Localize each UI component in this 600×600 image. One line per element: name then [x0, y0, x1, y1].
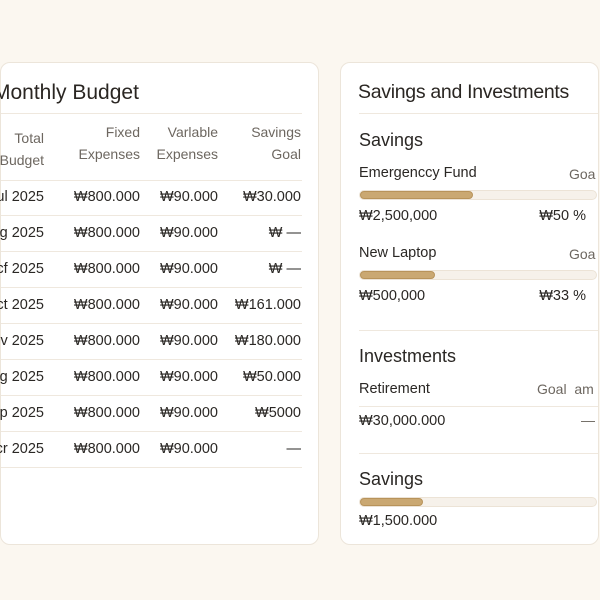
table-cell: cr 2025 — [0, 441, 44, 457]
column-header-line: Total — [14, 130, 44, 146]
investments-heading: Investments — [359, 346, 457, 366]
divider — [1, 215, 302, 216]
table-cell: cf 2025 — [0, 261, 44, 277]
table-cell: ul 2025 — [0, 189, 44, 205]
table-cell: ₩800.000 — [73, 441, 140, 457]
column-header-line: Varlable — [167, 124, 218, 140]
goal-label: Goa — [569, 166, 596, 182]
investment-name: Retirement — [359, 381, 430, 397]
column-header[interactable]: Fixed Expenses — [79, 121, 140, 165]
progress-fill — [360, 271, 435, 279]
table-cell: ₩90.000 — [159, 189, 218, 205]
saving-amount: ₩500,000 — [359, 288, 426, 304]
table-cell: ₩90.000 — [159, 297, 218, 313]
table-row[interactable]: g 2025 ₩800.000 ₩90.000 ₩ — — [0, 216, 318, 252]
progress-fill — [360, 498, 424, 506]
table-cell: ₩50.000 — [242, 369, 301, 385]
table-cell: ₩800.000 — [73, 405, 140, 421]
divider — [1, 395, 302, 396]
progress-bar — [359, 270, 597, 280]
table-cell: v 2025 — [0, 333, 44, 349]
savings-heading: Savings — [359, 469, 424, 489]
table-cell: ₩30.000 — [242, 189, 301, 205]
table-cell: p 2025 — [0, 405, 44, 421]
table-cell: ₩800.000 — [73, 297, 140, 313]
table-row[interactable]: ul 2025 ₩800.000 ₩90.000 ₩30.000 — [0, 180, 318, 216]
column-header-line: Budget — [0, 152, 44, 168]
table-cell: ₩90.000 — [159, 261, 218, 277]
table-cell: ₩800.000 — [73, 261, 140, 277]
table-cell: ₩161.000 — [234, 297, 301, 313]
progress-bar — [359, 497, 597, 507]
column-header[interactable]: Total Budget — [0, 127, 44, 171]
column-header-line: Goal — [271, 146, 301, 162]
divider — [1, 359, 302, 360]
column-header[interactable]: Varlable Expenses — [157, 121, 218, 165]
saving-percent: ₩50 % — [539, 208, 586, 224]
savings-amount: ₩1,500.000 — [359, 513, 438, 529]
table-cell: ₩90.000 — [159, 441, 218, 457]
saving-percent: ₩33 % — [539, 288, 586, 304]
table-cell: ₩800.000 — [73, 369, 140, 385]
progress-fill — [360, 191, 473, 199]
monthly-budget-card: Monthly Budget Total Budget Fixed Expenses V… — [0, 62, 319, 545]
divider — [359, 113, 598, 114]
divider — [1, 180, 302, 181]
saving-name: Emergenccy Fund — [359, 165, 477, 181]
column-header-line: Savings — [251, 124, 301, 140]
table-cell: ₩800.000 — [73, 189, 140, 205]
table-row[interactable]: cf 2025 ₩800.000 ₩90.000 ₩ — — [0, 252, 318, 288]
divider — [1, 467, 302, 468]
column-header[interactable]: Savings Goal — [251, 121, 301, 165]
table-row[interactable]: cr 2025 ₩800.000 ₩90.000 — — [0, 432, 318, 468]
divider — [359, 406, 598, 407]
divider — [1, 431, 302, 432]
investment-amount: ₩30,000.000 — [359, 413, 446, 429]
divider — [359, 453, 598, 454]
goal-label: Goa — [569, 246, 596, 262]
saving-name: New Laptop — [359, 245, 437, 261]
table-cell: g 2025 — [0, 225, 44, 241]
table-cell: ₩ — — [268, 261, 301, 277]
divider — [359, 330, 598, 331]
goal-label: Goal am — [537, 381, 594, 397]
table-cell: ct 2025 — [0, 297, 44, 313]
divider — [1, 323, 302, 324]
savings-heading: Savings — [359, 130, 424, 150]
column-header-line: Expenses — [78, 146, 140, 162]
savings-investments-card: Savings and Investments Savings Emergenc… — [340, 62, 599, 545]
table-row[interactable]: g 2025 ₩800.000 ₩90.000 ₩50.000 — [0, 360, 318, 396]
divider — [1, 287, 302, 288]
column-header-line: Fixed — [105, 124, 140, 140]
investment-goal-value: — — [581, 412, 595, 428]
card-title: Savings and Investments — [358, 81, 569, 103]
table-cell: ₩90.000 — [159, 405, 218, 421]
table-row[interactable]: p 2025 ₩800.000 ₩90.000 ₩5000 — [0, 396, 318, 432]
table-cell: ₩90.000 — [159, 369, 218, 385]
table-row[interactable]: v 2025 ₩800.000 ₩90.000 ₩180.000 — [0, 324, 318, 360]
table-cell: ₩90.000 — [159, 333, 218, 349]
saving-amount: ₩2,500,000 — [359, 208, 438, 224]
divider — [1, 113, 302, 114]
table-row[interactable]: ct 2025 ₩800.000 ₩90.000 ₩161.000 — [0, 288, 318, 324]
column-header-line: Expenses — [156, 146, 218, 162]
table-cell: ₩ — — [268, 225, 301, 241]
table-cell: ₩800.000 — [73, 225, 140, 241]
divider — [1, 251, 302, 252]
table-cell: — — [286, 441, 302, 457]
table-cell: ₩90.000 — [159, 225, 218, 241]
table-cell: ₩5000 — [255, 405, 301, 421]
table-cell: ₩180.000 — [234, 333, 301, 349]
progress-bar — [359, 190, 597, 200]
table-cell: g 2025 — [0, 369, 44, 385]
card-title: Monthly Budget — [0, 81, 139, 104]
table-cell: ₩800.000 — [73, 333, 140, 349]
